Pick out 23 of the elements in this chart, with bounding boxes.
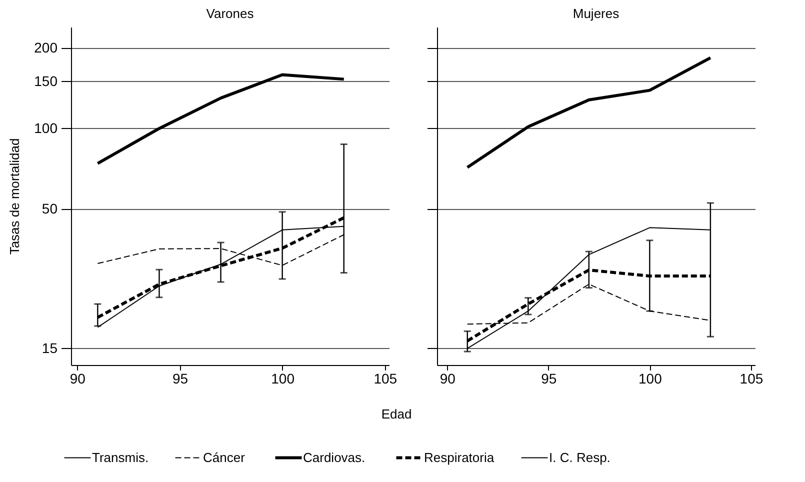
chart-title: Varones [206,6,254,21]
line-series [96,73,346,165]
x-tick-label: 95 [541,370,557,386]
x-tick-label: 105 [374,370,398,386]
legend-label: Cardiovas. [303,450,366,465]
chart-title: Mujeres [572,6,620,21]
y-tick-label: 100 [34,120,58,136]
y-tick-label: 150 [34,72,58,89]
y-tick-label: 50 [42,200,58,216]
y-axis-title: Tasas de mortalidad [7,138,22,255]
x-tick-label: 105 [740,370,764,386]
x-tick-label: 100 [638,370,662,386]
x-axis-title: Edad [381,406,412,422]
x-tick-label: 90 [440,370,456,386]
legend-label: Respiratoria [424,450,495,465]
y-tick-label: 200 [34,40,58,56]
text: I. C. Resp. [549,450,610,465]
x-tick-label: 95 [172,370,188,386]
legend-label: Cáncer [203,450,246,465]
x-tick-label: 90 [70,370,86,386]
y-tick-label: 15 [42,340,58,356]
legend-label: Transmis. [92,450,149,465]
x-tick-label: 100 [271,370,295,386]
